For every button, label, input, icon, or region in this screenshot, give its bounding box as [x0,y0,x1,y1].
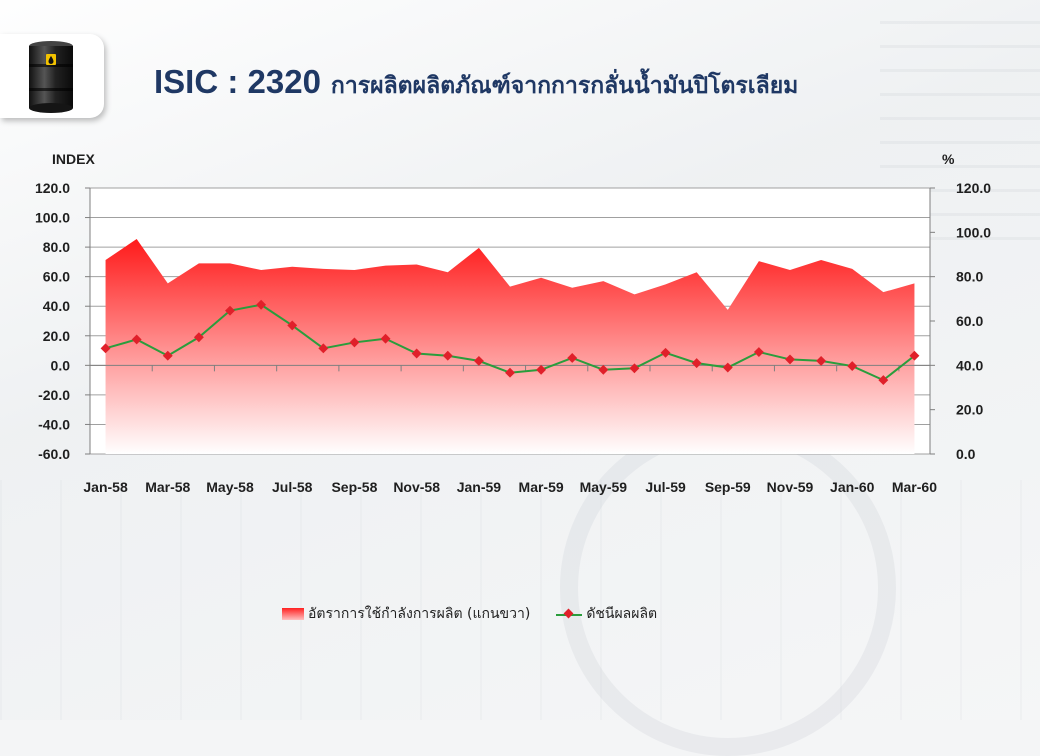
x-tick-label: Nov-59 [767,479,814,495]
x-tick-label: Sep-59 [705,479,751,495]
left-tick-label: 40.0 [43,298,70,314]
page-title: ISIC : 2320 การผลิตผลิตภัณฑ์จากการกลั่นน้… [154,60,798,104]
left-tick-label: 0.0 [51,357,71,373]
data-point-marker [909,350,920,361]
right-tick-label: 20.0 [956,402,983,418]
data-point-marker [567,352,578,363]
data-point-marker [878,375,889,386]
right-tick-label: 120.0 [956,180,991,196]
data-point-marker [193,332,204,343]
x-tick-label: Mar-60 [892,479,937,495]
x-tick-label: Mar-59 [519,479,564,495]
capacity-area [105,238,915,454]
legend: อัตราการใช้กำลังการผลิต (แกนขวา) ดัชนีผล… [282,604,657,624]
left-tick-label: 100.0 [35,210,70,226]
left-tick-label: -20.0 [38,387,70,403]
right-tick-label: 60.0 [956,313,983,329]
data-point-marker [442,350,453,361]
data-point-marker [629,363,640,374]
x-tick-label: Jan-58 [83,479,128,495]
data-point-marker [287,320,298,331]
title-code: ISIC : 2320 [154,63,321,100]
data-point-marker [380,333,391,344]
data-point-marker [847,361,858,372]
right-tick-label: 80.0 [956,269,983,285]
data-point-marker [225,305,235,316]
x-tick-label: May-58 [206,479,254,495]
background-decoration [0,480,1040,720]
oil-barrel-icon [29,41,73,113]
data-point-marker [785,354,795,365]
left-tick-label: -40.0 [38,416,70,432]
x-tick-label: Jan-60 [830,479,875,495]
data-point-marker [816,355,827,366]
right-tick-label: 40.0 [956,357,983,373]
data-point-marker [256,299,267,310]
data-point-marker [753,347,764,357]
left-tick-label: 60.0 [43,269,70,285]
data-point-marker [536,364,547,375]
legend-label-index: ดัชนีผลผลิต [586,606,658,622]
data-point-marker [598,364,609,375]
right-axis-title: % [942,151,955,167]
data-point-marker [318,343,329,354]
x-tick-label: Nov-58 [393,479,440,495]
legend-swatch-index [556,608,583,620]
title-description: การผลิตผลิตภัณฑ์จากการกลั่นน้ำมันปิโตรเล… [330,73,799,99]
x-tick-label: Jan-59 [457,479,502,495]
x-tick-label: Sep-58 [331,479,377,495]
right-tick-label: 0.0 [956,446,976,462]
left-axis-title: INDEX [52,151,95,167]
data-point-marker [131,334,142,345]
chart: 120.0 100.0 80.0 60.0 40.0 20.0 0.0 -20.0 -40.0 -… [35,151,991,495]
data-point-marker [505,367,515,378]
right-tick-label: 100.0 [956,224,991,240]
left-tick-label: 20.0 [43,328,70,344]
x-tick-label: Jul-58 [272,479,313,495]
data-point-marker [691,358,702,369]
left-tick-label: 80.0 [43,239,70,255]
data-point-marker [411,348,422,359]
data-point-marker [162,350,173,361]
left-tick-label: -60.0 [38,446,70,462]
x-tick-label: Mar-58 [145,479,190,495]
x-tick-label: Jul-59 [645,479,686,495]
logo-badge [0,34,104,118]
data-point-marker [722,362,733,373]
legend-label-capacity: อัตราการใช้กำลังการผลิต (แกนขวา) [308,606,531,622]
x-tick-label: May-59 [580,479,628,495]
data-point-marker [349,337,360,348]
data-point-marker [660,347,671,358]
legend-swatch-capacity [282,608,304,620]
left-tick-label: 120.0 [35,180,70,196]
data-point-marker [473,355,484,366]
